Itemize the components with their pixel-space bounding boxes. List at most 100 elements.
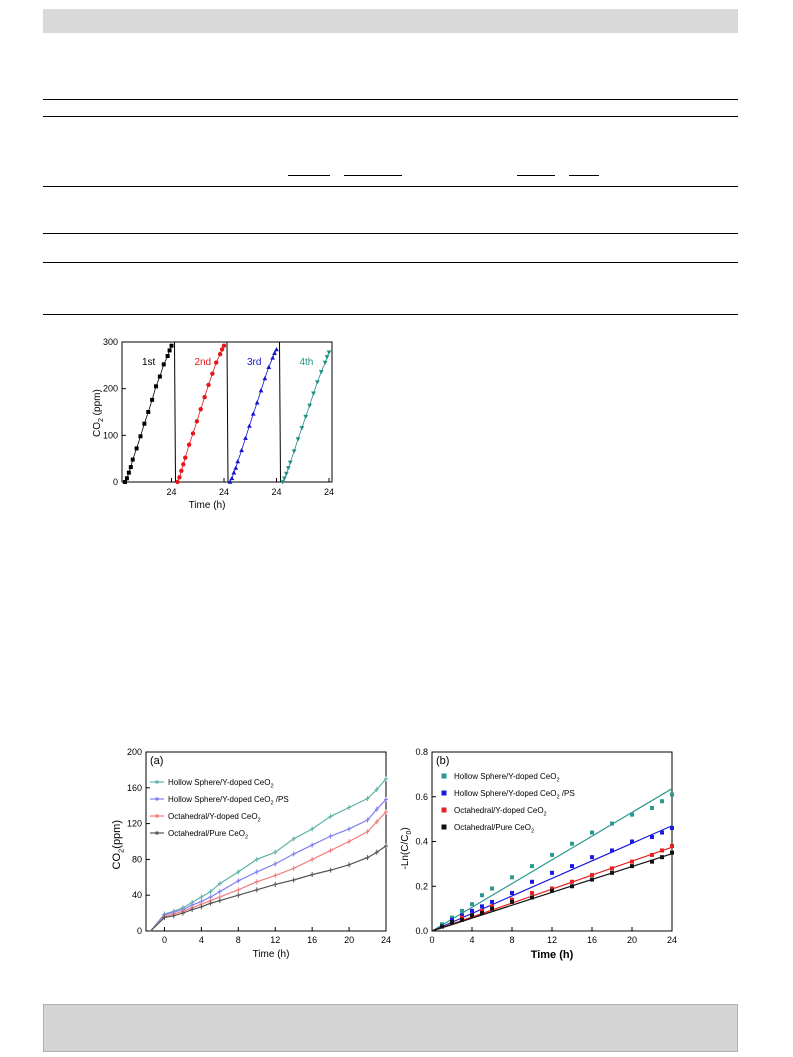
cycle-point (179, 468, 184, 473)
cycle-point (202, 394, 207, 400)
series-point (650, 835, 654, 840)
series-point (480, 908, 484, 913)
legend-entry: Hollow Sphere/Y-doped CeO2 /PS (168, 795, 289, 806)
cycle-point (314, 380, 320, 385)
x-tick-label: 24 (219, 487, 229, 497)
series-point (460, 913, 464, 918)
legend-entry: Octahedral/Pure CeO2 (454, 823, 534, 834)
cycle-point (123, 480, 127, 484)
series-point (470, 908, 474, 913)
series-point (480, 893, 484, 898)
x-tick-label: 12 (270, 935, 280, 945)
y-tick-label: 0.4 (415, 837, 428, 847)
series-point (570, 879, 574, 884)
cycle-point (183, 455, 188, 460)
series-point (530, 864, 534, 869)
cycle-point (221, 343, 227, 348)
series-point (550, 886, 554, 891)
legend-marker (441, 773, 447, 779)
cycle-point (254, 400, 260, 405)
x-tick-label: 8 (236, 935, 241, 945)
series-point (660, 799, 664, 804)
series-point (440, 922, 444, 927)
cycle-point (138, 434, 143, 439)
series-line (150, 845, 387, 932)
series-point (650, 805, 654, 810)
series-point (550, 888, 554, 893)
cycle-separator (279, 341, 281, 483)
series-point (550, 852, 554, 857)
cycle-point (243, 435, 248, 440)
cycle-point (287, 460, 293, 465)
y-tick-label: 100 (103, 430, 118, 440)
series-point (490, 904, 494, 909)
cycle-point (231, 470, 237, 475)
x-tick-label: 16 (307, 935, 317, 945)
cycle-point (299, 426, 305, 431)
panel-label: (a) (150, 755, 163, 767)
cycle-point (128, 465, 133, 470)
cycle-point (318, 370, 324, 375)
legend-marker (155, 797, 159, 801)
series-point (570, 884, 574, 889)
cycle-point (130, 457, 135, 462)
legend-entry: Octahedral/Y-doped CeO2 (454, 806, 547, 817)
legend-entry: Octahedral/Pure CeO2 (168, 829, 248, 840)
series-point (590, 855, 594, 860)
series-point (460, 917, 464, 922)
series-point (610, 870, 614, 875)
cycle-point (283, 471, 289, 476)
y-tick-label: 200 (103, 384, 118, 394)
series-point (590, 873, 594, 878)
x-tick-label: 0 (429, 935, 434, 945)
cycle-point (250, 411, 256, 416)
y-tick-label: 200 (127, 747, 142, 757)
co2-evolution-chart: 0 40 80 120 160 200 0 4 8 12 16 20 24 Time (h) CO2(ppm… (111, 747, 391, 960)
series-point (670, 850, 674, 855)
y-tick-label: 40 (132, 890, 142, 900)
y-axis-label: CO2(ppm) (111, 820, 125, 870)
series-point (670, 843, 674, 848)
x-tick-label: 24 (271, 487, 281, 497)
cycle-point (126, 470, 131, 475)
legend-entry: Hollow Sphere/Y-doped CeO2 /PS (454, 789, 575, 800)
cycle-point (295, 437, 301, 442)
series-point (660, 848, 664, 853)
series-point (530, 879, 534, 884)
series-point (510, 899, 514, 904)
series-point (650, 859, 654, 864)
y-tick-label: 120 (127, 819, 142, 829)
table-top-rule (43, 99, 738, 100)
legend-entry: Hollow Sphere/Y-doped CeO2 (454, 772, 560, 783)
cycle-point (274, 347, 279, 352)
cycle-point (233, 465, 239, 470)
y-tick-label: 0 (137, 926, 142, 936)
series-point (610, 821, 614, 826)
legend-marker (441, 807, 447, 813)
cycle-point (246, 423, 252, 428)
series-point (670, 826, 674, 831)
table-row-rule (43, 186, 738, 187)
series-point (440, 924, 444, 929)
series-line (150, 778, 387, 932)
y-tick-label: 0.2 (415, 881, 428, 891)
table-header-rule (43, 116, 738, 117)
legend-marker (155, 831, 159, 835)
cycle-label: 3rd (247, 357, 261, 368)
series-point (530, 890, 534, 895)
series-point (490, 886, 494, 891)
series-point (610, 848, 614, 853)
table-subheader-rule (569, 175, 599, 176)
cycle-separator (174, 341, 176, 483)
cycle-point (198, 407, 203, 412)
y-axis-label: -Ln(C/C0) (400, 827, 413, 869)
legend-entry: Hollow Sphere/Y-doped CeO2 (168, 778, 274, 789)
x-axis-label: Time (h) (253, 949, 290, 960)
cycle-point (206, 382, 211, 388)
cycle-line (177, 345, 225, 483)
series-point (570, 841, 574, 846)
series-point (480, 911, 484, 916)
series-point (490, 899, 494, 904)
cycle-point (324, 355, 330, 360)
series-point (460, 908, 464, 913)
